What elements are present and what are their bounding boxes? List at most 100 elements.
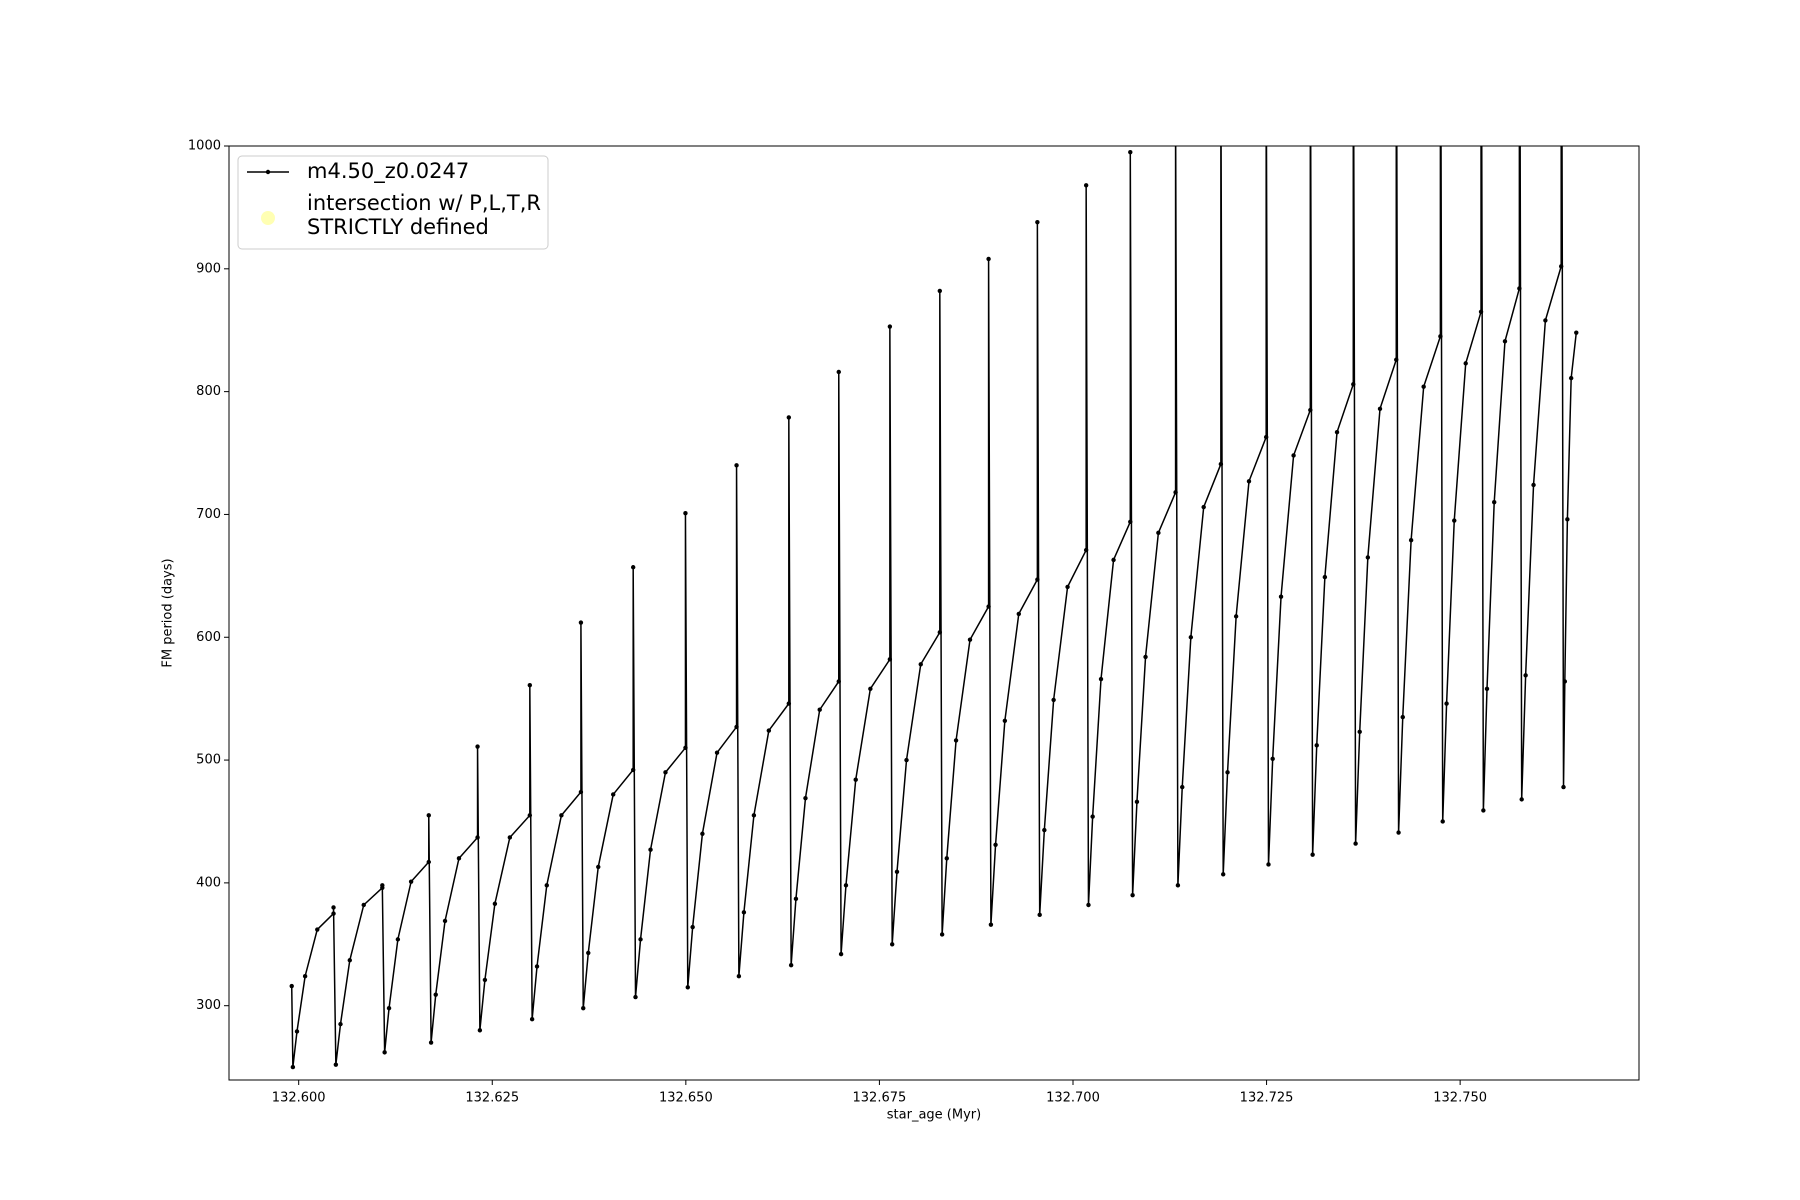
data-point (1233, 614, 1239, 619)
data-point (544, 883, 549, 888)
data-point (1481, 808, 1486, 813)
data-point (734, 724, 739, 730)
x-tick-label: 132.625 (465, 1091, 519, 1106)
data-point (638, 937, 643, 942)
data-point (1562, 679, 1568, 684)
data-point (788, 962, 794, 968)
data-point (1351, 382, 1356, 387)
legend-marker (261, 211, 275, 225)
data-point (586, 950, 591, 956)
data-point (611, 792, 616, 797)
data-point (939, 932, 945, 937)
legend-box (237, 155, 549, 250)
y-tick-label: 500 (196, 753, 221, 768)
data-point (853, 777, 858, 782)
data-point (685, 985, 690, 990)
data-point (578, 789, 584, 795)
data-point (1090, 814, 1095, 819)
data-point (527, 813, 533, 818)
data-point (714, 750, 720, 755)
data-point (986, 256, 991, 262)
data-point (1225, 770, 1230, 775)
y-tick-label: 900 (196, 261, 221, 276)
data-point (581, 1005, 586, 1011)
data-point (648, 847, 653, 852)
data-point (836, 369, 841, 375)
data-point (741, 910, 747, 915)
data-point (1478, 309, 1484, 314)
data-point (1523, 673, 1528, 678)
data-point (937, 630, 943, 635)
data-point (944, 856, 949, 861)
data-point (1357, 729, 1362, 735)
data-point (1002, 718, 1008, 723)
data-point (382, 1050, 387, 1055)
data-point (1365, 555, 1371, 560)
data-point (1086, 902, 1091, 908)
data-point (1531, 482, 1536, 488)
data-point (578, 620, 584, 625)
data-point (315, 927, 320, 932)
plot-area (289, 146, 1579, 1070)
data-point (1519, 797, 1524, 802)
data-point (1128, 149, 1133, 155)
data-point (331, 905, 336, 910)
data-point (1484, 686, 1490, 692)
data-point (993, 842, 998, 848)
data-point (1128, 519, 1133, 525)
x-tick-label: 132.600 (272, 1091, 326, 1106)
x-axis-label: star_age (Myr) (887, 1108, 981, 1123)
data-point (1134, 799, 1140, 805)
data-point (868, 686, 873, 692)
data-point (482, 977, 488, 983)
data-point (1130, 892, 1135, 898)
data-point (766, 728, 772, 733)
data-point (690, 924, 695, 930)
legend-marker (265, 169, 271, 175)
data-point (1221, 872, 1226, 877)
data-point (1543, 318, 1548, 323)
x-tick-label: 132.725 (1240, 1091, 1294, 1106)
data-point (683, 511, 688, 516)
data-point (1201, 504, 1206, 510)
data-point (817, 707, 822, 712)
data-point (937, 288, 943, 294)
data-point (1440, 819, 1445, 824)
data-point (475, 835, 480, 840)
data-point (887, 324, 893, 329)
data-point (289, 983, 294, 989)
data-point (1438, 334, 1443, 339)
data-point (294, 1029, 300, 1034)
data-point (1353, 841, 1358, 846)
data-point (1314, 743, 1319, 748)
data-point (1266, 862, 1271, 867)
data-point (843, 883, 849, 888)
data-point (736, 974, 742, 979)
data-point (1016, 611, 1021, 617)
data-point (953, 738, 959, 743)
data-point (1278, 594, 1284, 599)
data-point (559, 813, 564, 818)
axes-frame (228, 145, 1640, 1081)
data-point (889, 942, 895, 947)
data-point (475, 744, 480, 749)
data-point (986, 604, 991, 609)
data-point (1310, 852, 1315, 857)
data-point (1180, 784, 1185, 790)
data-point (1270, 756, 1275, 762)
data-point (1143, 654, 1148, 660)
data-point (1098, 676, 1104, 682)
data-point (1452, 518, 1457, 523)
data-point (361, 902, 366, 908)
data-point (1035, 219, 1040, 225)
data-point (1377, 406, 1383, 412)
data-point (507, 835, 513, 840)
data-point (803, 795, 808, 801)
data-point (894, 869, 900, 875)
data-point (683, 745, 688, 750)
data-point (1568, 375, 1574, 381)
data-point (1463, 361, 1468, 366)
y-tick-label: 400 (196, 875, 221, 890)
data-point (386, 1005, 392, 1011)
